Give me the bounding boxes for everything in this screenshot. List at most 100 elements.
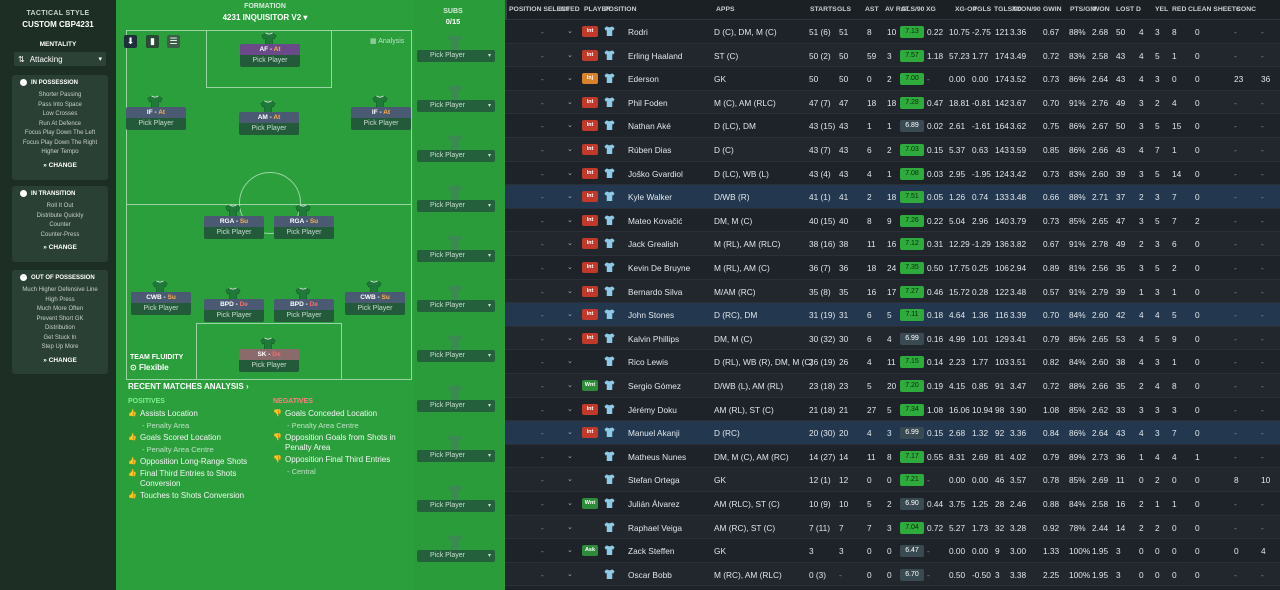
player-name[interactable]: Erling Haaland	[628, 50, 683, 61]
table-row[interactable]: - ⌄ Raphael Veiga AM (RC), ST (C) 7 (11) 7 7 3 0…	[505, 515, 1280, 540]
sub-pick-player-button[interactable]: Pick Player ▾	[417, 200, 495, 212]
position-card[interactable]: AM - At Pick Player	[239, 100, 299, 135]
chevron-down-icon[interactable]: ⌄	[567, 240, 573, 248]
chevron-down-icon[interactable]: ⌄	[567, 193, 573, 201]
chevron-down-icon[interactable]: ⌄	[567, 547, 573, 555]
player-name[interactable]: Nathan Aké	[628, 121, 671, 132]
column-header[interactable]: INF	[559, 6, 570, 13]
sub-pick-player-button[interactable]: Pick Player ▾	[417, 300, 495, 312]
out-of-possession-change-button[interactable]: » CHANGE	[43, 356, 77, 364]
position-selected-value[interactable]: -	[541, 310, 544, 321]
position-card[interactable]: CWB - Su Pick Player	[345, 280, 405, 315]
player-name[interactable]: Julián Álvarez	[628, 499, 680, 509]
column-header[interactable]: GLS	[837, 6, 851, 13]
table-row[interactable]: - ⌄ Stefan Ortega GK 12 (1) 12 0 0 - 0.00 0.00 46 3.…	[505, 468, 1280, 492]
pick-player-button[interactable]: Pick Player	[204, 310, 264, 322]
table-row[interactable]: - ⌄ Rico Lewis D (RL), WB (R), DM, M (C) 26 …	[505, 350, 1280, 374]
player-name[interactable]: Kevin De Bruyne	[628, 263, 691, 273]
chevron-down-icon[interactable]: ⌄	[567, 146, 573, 153]
table-row[interactable]: - ⌄ Int Rodri D (C), DM, M (C) 51 (6) 51 8 10 0.2…	[505, 20, 1280, 44]
chevron-down-icon[interactable]: ⌄	[567, 476, 573, 484]
pick-player-button[interactable]: Pick Player	[351, 118, 411, 130]
tactical-style-name[interactable]: CUSTOM CBP4231	[22, 20, 94, 29]
formation-name[interactable]: 4231 INQUISITOR V2 ▾	[222, 13, 308, 22]
sub-pick-player-button[interactable]: Pick Player ▾	[417, 350, 495, 362]
player-name[interactable]: Mateo Kovačić	[628, 215, 683, 226]
column-header[interactable]: APPS	[716, 6, 735, 13]
player-name[interactable]: Kyle Walker	[628, 192, 672, 203]
table-row[interactable]: - ⌄ Int Kalvin Phillips DM, M (C) 30 (32) 30 6 4…	[505, 326, 1280, 351]
list-icon[interactable]: ☰	[167, 35, 180, 48]
table-row[interactable]: - ⌄ Int Nathan Aké D (LC), DM 43 (15) 43 1 1 0.02…	[505, 114, 1280, 138]
bar-chart-icon[interactable]: ▮	[146, 35, 159, 48]
chevron-down-icon[interactable]: ⌄	[567, 98, 573, 106]
position-selected-value[interactable]: -	[541, 192, 544, 203]
column-header[interactable]: AST	[865, 6, 879, 13]
column-header[interactable]: RED	[1172, 6, 1187, 13]
position-card[interactable]: IF - At Pick Player	[351, 95, 411, 130]
player-name[interactable]: Phil Foden	[628, 97, 668, 108]
table-row[interactable]: - ⌄ Int Kevin De Bruyne M (RL), AM (C) 36 (7)…	[505, 256, 1280, 280]
position-card[interactable]: SK - De Pick Player	[239, 337, 299, 372]
chevron-down-icon[interactable]: ⌄	[567, 28, 573, 35]
column-header[interactable]: GLS/90	[901, 6, 925, 13]
chevron-down-icon[interactable]: ⌄	[567, 264, 573, 271]
table-row[interactable]: - ⌄ Inj Ederson GK 50 50 0 2 - 0.00 0.00 174 3.52 0.73…	[505, 67, 1280, 91]
sub-pick-player-button[interactable]: Pick Player ▾	[417, 50, 495, 62]
table-row[interactable]: - ⌄ Int John Stones D (RC), DM 31 (19) 31 6 5 0.1…	[505, 303, 1280, 327]
pick-player-button[interactable]: Pick Player	[131, 303, 191, 315]
position-selected-value[interactable]: -	[541, 27, 544, 37]
table-row[interactable]: - ⌄ Int Kyle Walker D/WB (R) 41 (1) 41 2 18 0.05 1…	[505, 185, 1280, 209]
chevron-down-icon[interactable]: ⌄	[567, 405, 573, 413]
chevron-down-icon[interactable]: ⌄	[567, 311, 573, 319]
player-name[interactable]: Bernardo Silva	[628, 286, 683, 297]
in-possession-change-button[interactable]: » CHANGE	[43, 161, 77, 169]
column-header[interactable]: PLAYER	[584, 6, 611, 13]
column-header[interactable]: PTS/GM	[1070, 6, 1097, 13]
position-selected-value[interactable]: -	[541, 357, 544, 368]
pick-player-button[interactable]: Pick Player	[239, 123, 299, 135]
chevron-down-icon[interactable]: ⌄	[567, 500, 573, 507]
chevron-down-icon[interactable]: ⌄	[567, 382, 573, 389]
position-selected-value[interactable]: -	[541, 451, 544, 462]
player-name[interactable]: Jack Grealish	[628, 239, 679, 250]
chevron-down-icon[interactable]: ⌄	[567, 287, 573, 295]
chevron-down-icon[interactable]: ⌄	[567, 216, 573, 224]
position-selected-value[interactable]: -	[541, 546, 544, 557]
position-card[interactable]: CWB - Su Pick Player	[131, 280, 191, 315]
pick-player-button[interactable]: Pick Player	[274, 310, 334, 322]
position-card[interactable]: IF - At Pick Player	[126, 95, 186, 130]
sub-pick-player-button[interactable]: Pick Player ▾	[417, 100, 495, 112]
pick-player-button[interactable]: Pick Player	[240, 55, 300, 67]
player-name[interactable]: Raphael Veiga	[628, 522, 682, 533]
pick-player-button[interactable]: Pick Player	[239, 360, 299, 372]
mentality-dropdown[interactable]: ⇅ Attacking ▾	[14, 52, 106, 66]
player-name[interactable]: Kalvin Phillips	[628, 333, 680, 344]
player-name[interactable]: Joško Gvardiol	[628, 168, 683, 179]
column-header[interactable]: TCON/90	[1012, 6, 1041, 13]
column-header[interactable]: D	[1136, 6, 1141, 13]
column-header[interactable]: YEL	[1155, 6, 1169, 13]
position-selected-value[interactable]: -	[541, 475, 544, 486]
table-row[interactable]: - ⌄ Int Bernardo Silva M/AM (RC) 35 (8) 35 16 17…	[505, 279, 1280, 304]
chevron-down-icon[interactable]: ⌄	[567, 429, 573, 437]
column-header[interactable]: POSITION	[604, 6, 637, 13]
column-header[interactable]: GWIN	[1043, 6, 1062, 13]
column-header[interactable]: XG	[926, 6, 936, 13]
sub-pick-player-button[interactable]: Pick Player ▾	[417, 250, 495, 262]
download-icon[interactable]: ⬇	[124, 35, 137, 48]
pick-player-button[interactable]: Pick Player	[345, 303, 405, 315]
position-selected-value[interactable]: -	[541, 263, 544, 273]
table-row[interactable]: - ⌄ Int Jack Grealish M (RL), AM (RLC) 38 (16…	[505, 232, 1280, 256]
table-row[interactable]: - ⌄ Int Manuel Akanji D (RC) 20 (30) 20 4 3 0.15 2…	[505, 421, 1280, 445]
position-selected-value[interactable]: -	[541, 286, 544, 297]
column-header[interactable]: LOST	[1116, 6, 1135, 13]
position-selected-value[interactable]: -	[541, 97, 544, 108]
player-name[interactable]: Rico Lewis	[628, 357, 669, 368]
position-card[interactable]: BPD - De Pick Player	[274, 287, 334, 322]
position-selected-value[interactable]: -	[541, 145, 544, 155]
player-name[interactable]: Jérémy Doku	[628, 404, 677, 415]
player-name[interactable]: Oscar Bobb	[628, 569, 672, 580]
column-header[interactable]: AV RAT	[885, 6, 910, 13]
position-selected-value[interactable]: -	[541, 381, 544, 391]
